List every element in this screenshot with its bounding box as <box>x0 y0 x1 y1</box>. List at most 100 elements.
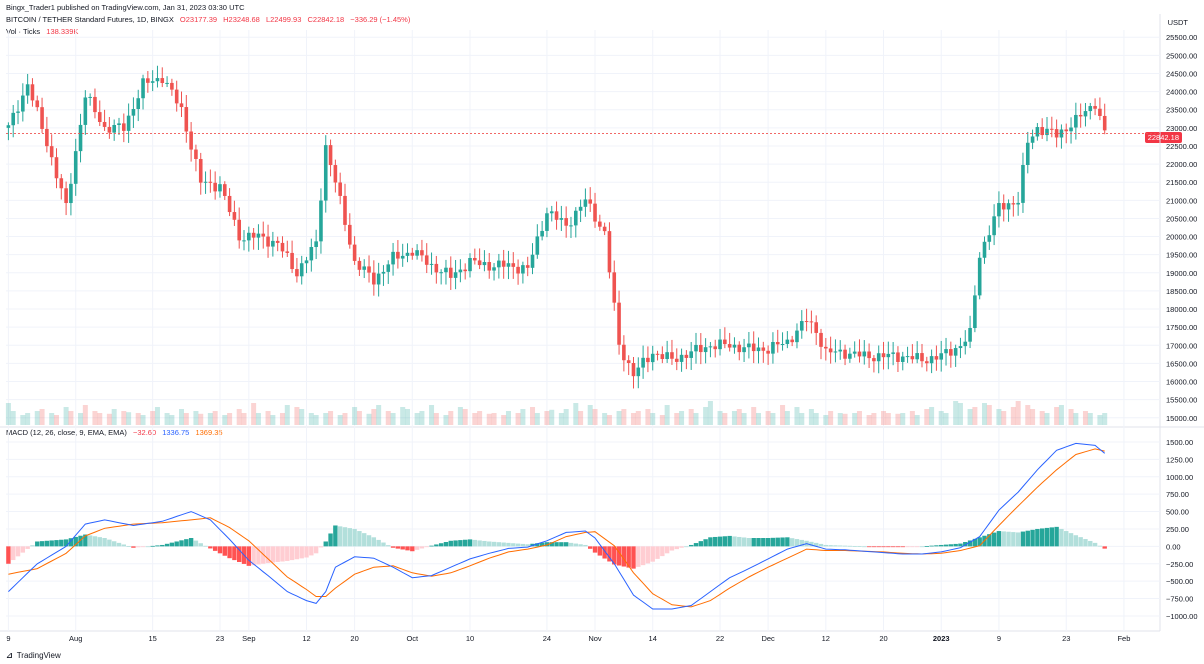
signal-line <box>8 448 1105 608</box>
macd-histogram-bar <box>693 543 699 547</box>
macd-histogram-bar <box>160 544 165 547</box>
candle-body <box>386 264 391 272</box>
candle-body <box>578 206 583 211</box>
macd-histogram-bar <box>809 541 814 547</box>
macd-histogram-bar <box>991 532 997 547</box>
price-tick-label: 22500.00 <box>1166 142 1197 151</box>
price-tick-label: 21500.00 <box>1166 178 1197 187</box>
candle-body <box>11 112 16 126</box>
volume-bar <box>501 415 507 425</box>
volume-bar <box>621 409 627 425</box>
candle-body <box>1030 136 1035 143</box>
volume-bar <box>914 415 920 425</box>
macd-histogram-bar <box>1102 546 1107 549</box>
candle-body <box>463 269 467 272</box>
volume-bar <box>135 413 141 425</box>
candle-body <box>713 346 718 350</box>
volume-bar <box>356 411 362 425</box>
volume-bar <box>784 411 790 425</box>
macd-histogram-bar <box>357 531 362 547</box>
volume-bar <box>207 413 213 425</box>
candle-body <box>506 263 511 267</box>
macd-histogram-bar <box>131 546 136 548</box>
candle-body <box>761 347 766 351</box>
candle-body <box>670 352 674 359</box>
candle-body <box>689 351 693 358</box>
candle-body <box>1035 127 1040 137</box>
macd-histogram-bar <box>1054 526 1059 547</box>
candle-body <box>165 82 169 84</box>
volume-bar <box>111 409 117 425</box>
macd-histogram-bar <box>539 542 545 547</box>
macd-histogram-bar <box>559 542 564 547</box>
price-tick-label: 25000.00 <box>1166 51 1197 60</box>
candle-body <box>771 341 775 354</box>
volume-bar <box>39 409 45 425</box>
candle-body <box>49 146 54 158</box>
macd-histogram-bar <box>462 539 468 547</box>
candle-body <box>694 344 698 352</box>
macd-histogram-bar <box>1030 529 1035 547</box>
volume-bar <box>1097 415 1103 425</box>
macd-histogram-bar <box>862 546 867 548</box>
candle-body <box>280 242 285 252</box>
macd-histogram-bar <box>1025 530 1030 547</box>
candle-body <box>261 233 266 237</box>
candle-body <box>612 272 617 303</box>
candle-body <box>559 218 564 220</box>
volume-bar <box>544 411 550 425</box>
macd-histogram-bar <box>674 546 679 550</box>
time-tick-label: 12 <box>822 634 830 643</box>
macd-histogram-bar <box>655 546 660 559</box>
candle-body <box>963 341 968 347</box>
macd-histogram-bar <box>145 546 151 548</box>
macd-histogram-bar <box>727 535 732 547</box>
vol-label[interactable]: Vol · Ticks <box>6 27 41 36</box>
candle-body <box>900 356 905 362</box>
volume-bar <box>342 413 348 425</box>
time-tick-label: Sep <box>242 634 255 643</box>
volume-bar <box>284 405 290 425</box>
price-tick-label: 20500.00 <box>1166 214 1197 223</box>
macd-histogram-bar <box>342 527 348 547</box>
candle-body <box>1088 106 1093 112</box>
volume-bar <box>842 413 848 425</box>
candle-body <box>747 343 751 348</box>
macd-histogram-bar <box>1078 537 1083 547</box>
price-tick-label: 25500.00 <box>1166 33 1197 42</box>
macd-histogram-bar <box>833 545 838 547</box>
candle-body <box>953 348 958 356</box>
macd-histogram-bar <box>87 535 93 547</box>
candle-body <box>929 356 934 364</box>
time-tick-label: 9 <box>997 634 1001 643</box>
candle-body <box>775 341 780 345</box>
candle-body <box>636 367 641 377</box>
volume-bar <box>328 411 334 425</box>
macd-histogram-bar <box>352 528 357 547</box>
macd-histogram-bar <box>1001 531 1006 547</box>
candle-body <box>617 302 621 345</box>
macd-histogram-bar <box>1011 532 1016 547</box>
candle-body <box>607 231 612 273</box>
time-tick-label: Oct <box>406 634 419 643</box>
candle-body <box>189 131 193 150</box>
candle-body <box>338 182 342 196</box>
macd-histogram-bar <box>703 539 708 547</box>
volume-bar <box>371 409 377 425</box>
symbol-name[interactable]: BITCOIN / TETHER Standard Futures, 1D, B… <box>6 15 174 24</box>
macd-histogram-bar <box>241 546 247 564</box>
macd-histogram-bar <box>799 539 804 547</box>
candle-body <box>742 347 746 353</box>
candle-body <box>35 100 40 108</box>
volume-bar <box>852 413 858 425</box>
candle-body <box>237 219 242 241</box>
candle-body <box>299 263 304 277</box>
macd-histogram-bar <box>386 545 391 547</box>
macd-histogram-bar <box>11 546 16 561</box>
candle-body <box>751 343 756 352</box>
macd-histogram-bar <box>217 546 223 554</box>
macd-histogram-bar <box>785 537 790 547</box>
macd-histogram-bar <box>1020 531 1026 547</box>
macd-label[interactable]: MACD (12, 26, close, 9, EMA, EMA) <box>6 428 127 437</box>
